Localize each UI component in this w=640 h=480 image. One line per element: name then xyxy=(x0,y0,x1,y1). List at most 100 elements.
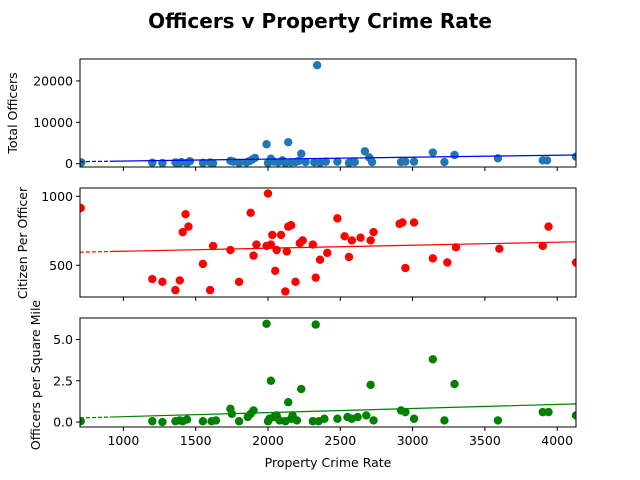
data-point xyxy=(409,157,419,166)
data-point xyxy=(284,398,293,407)
figure-title: Officers v Property Crime Rate xyxy=(148,9,492,33)
data-point xyxy=(298,236,307,245)
data-point xyxy=(450,379,459,389)
axes-frame xyxy=(79,58,577,168)
data-point xyxy=(158,277,167,287)
data-point xyxy=(234,158,244,167)
data-point xyxy=(281,287,290,296)
data-point xyxy=(211,416,221,425)
data-point xyxy=(178,227,187,237)
data-point xyxy=(226,245,235,255)
data-point xyxy=(443,258,452,267)
data-point xyxy=(171,285,180,295)
data-point xyxy=(440,416,449,425)
data-point xyxy=(538,407,547,417)
data-point xyxy=(353,412,362,422)
data-point xyxy=(208,159,218,167)
data-point xyxy=(367,157,377,167)
data-point xyxy=(428,355,438,364)
data-point xyxy=(428,254,438,263)
data-point xyxy=(276,230,286,240)
data-point xyxy=(234,277,244,287)
x-tick-label: 4000 xyxy=(541,433,573,448)
axes-frame xyxy=(79,187,577,298)
data-point xyxy=(344,252,354,262)
data-point xyxy=(184,222,193,231)
trend-line xyxy=(109,154,576,162)
data-point xyxy=(198,158,208,167)
data-point xyxy=(198,417,208,426)
data-point xyxy=(181,210,190,219)
data-point xyxy=(350,157,359,167)
x-tick-label: 3500 xyxy=(469,433,501,448)
data-point xyxy=(266,376,276,385)
data-point xyxy=(398,218,407,227)
data-point xyxy=(246,208,255,218)
y-tick-label: 2.5 xyxy=(53,373,73,388)
data-point xyxy=(347,236,357,245)
data-point xyxy=(301,157,310,167)
data-point xyxy=(333,157,342,166)
data-point xyxy=(440,157,449,167)
subplot-2: 500 1000 Citizen Per Officer xyxy=(15,186,577,301)
data-point xyxy=(282,247,291,256)
y-tick-label: 500 xyxy=(49,258,73,273)
data-point xyxy=(205,285,215,295)
data-point xyxy=(182,415,192,424)
data-point xyxy=(175,276,184,285)
data-point xyxy=(198,259,208,269)
data-point xyxy=(401,263,410,273)
data-point xyxy=(360,147,370,156)
trend-line-dashed xyxy=(80,416,110,419)
data-point xyxy=(428,148,438,157)
data-point xyxy=(148,158,157,167)
subplot-1: 0 10000 20000 Total Officers xyxy=(5,58,577,171)
y-axis-label: Total Officers xyxy=(5,72,20,154)
data-point xyxy=(321,157,331,166)
data-point xyxy=(262,319,271,328)
y-tick-label: 0.0 xyxy=(53,415,73,430)
plot-area xyxy=(80,61,576,167)
data-point xyxy=(266,240,276,249)
data-point xyxy=(308,417,318,426)
data-point xyxy=(401,157,410,166)
data-point xyxy=(495,244,504,253)
data-point xyxy=(362,411,371,420)
data-point xyxy=(148,274,157,284)
data-point xyxy=(571,258,576,267)
data-point xyxy=(544,222,553,231)
data-point xyxy=(208,241,218,251)
y-tick-label: 1000 xyxy=(41,189,73,204)
data-point xyxy=(234,417,244,426)
x-axis-label: Property Crime Rate xyxy=(265,455,392,470)
data-point xyxy=(311,320,320,329)
y-axis-label: Officers per Square Mile xyxy=(28,300,43,451)
data-point xyxy=(80,158,86,167)
data-point xyxy=(312,61,322,70)
data-point xyxy=(409,414,419,423)
data-point xyxy=(249,251,258,260)
x-tick-label: 2000 xyxy=(252,433,284,448)
y-tick-label: 10000 xyxy=(33,115,73,130)
plot-area xyxy=(80,319,576,427)
data-point xyxy=(148,417,157,426)
data-point xyxy=(333,214,342,223)
data-point xyxy=(271,266,280,275)
data-point xyxy=(538,241,547,251)
y-axis-label: Citizen Per Officer xyxy=(15,186,30,299)
data-point xyxy=(297,384,306,394)
x-tick-label: 1000 xyxy=(107,433,139,448)
data-point xyxy=(286,221,296,230)
data-point xyxy=(158,417,167,427)
data-point xyxy=(323,248,332,258)
x-tick-label: 1500 xyxy=(180,433,212,448)
plot-area xyxy=(80,189,576,296)
data-point xyxy=(291,277,300,287)
data-point xyxy=(401,407,410,417)
data-point xyxy=(272,245,281,255)
data-point xyxy=(263,189,273,198)
data-point xyxy=(450,150,459,160)
axes-frame xyxy=(79,317,577,428)
trend-line-dashed xyxy=(80,250,110,253)
